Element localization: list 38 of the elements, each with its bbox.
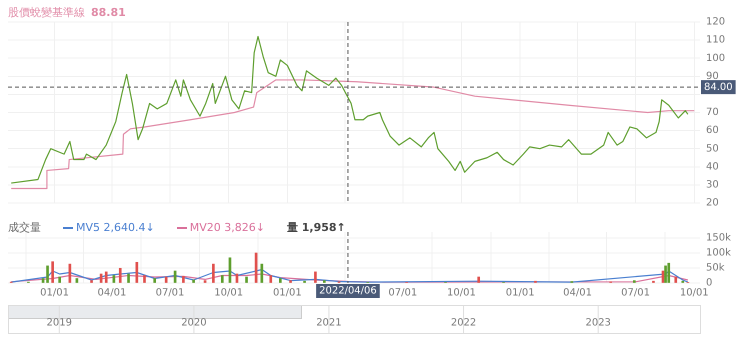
- x-tick-label: 01/01: [506, 288, 535, 299]
- x-tick-label: 01/01: [272, 288, 302, 299]
- y-tick-label: 90: [706, 70, 719, 82]
- y-tick-label: 100: [706, 52, 726, 64]
- y-tick-label: 40: [706, 161, 719, 172]
- x-tick-label: 07/01: [621, 288, 650, 299]
- y-tick-label: 50: [706, 143, 719, 154]
- text: 股價蛻變基準線: [8, 6, 85, 20]
- x-tick-label: 04/01: [563, 288, 592, 299]
- ref-line-label: 2022/04/06: [319, 286, 377, 297]
- y-tick-label: 120: [706, 16, 726, 28]
- legend-label: MV5 2,640.4↓: [76, 221, 155, 235]
- x2-tick-label: 2021: [316, 318, 342, 329]
- x-tick-label: 10/01: [214, 288, 244, 299]
- x2-tick-label: 2022: [450, 318, 476, 329]
- text: 88.81: [91, 6, 126, 20]
- y-tick-label: 0: [706, 278, 712, 289]
- x-tick-label: 07/01: [156, 288, 184, 299]
- x-tick-label: 01/01: [40, 288, 69, 299]
- y-tick-label: 20: [706, 198, 719, 209]
- y-tick-label: 100k: [706, 248, 732, 259]
- y-tick-label: 110: [706, 34, 726, 46]
- x-tick-label: 04/01: [98, 288, 126, 299]
- x2-tick-label: 2023: [585, 318, 611, 329]
- x2-tick-label: 2020: [181, 318, 207, 329]
- x-tick-label: 10/01: [447, 288, 476, 299]
- annotation: 量 1,958↑: [286, 221, 346, 235]
- y-tick-label: 50k: [706, 262, 725, 274]
- chart-title: 成交量: [8, 221, 41, 235]
- legend-label: MV20 3,826↓: [190, 221, 265, 235]
- ref-line-label: 84.00: [704, 82, 733, 93]
- y-tick-label: 150k: [706, 232, 732, 244]
- x-tick-label: 07/01: [388, 288, 418, 299]
- y-tick-label: 30: [706, 179, 719, 190]
- x-tick-label: 10/01: [680, 288, 709, 299]
- x2-tick-label: 2019: [46, 318, 72, 329]
- y-tick-label: 70: [706, 107, 719, 118]
- y-tick-label: 60: [706, 125, 719, 136]
